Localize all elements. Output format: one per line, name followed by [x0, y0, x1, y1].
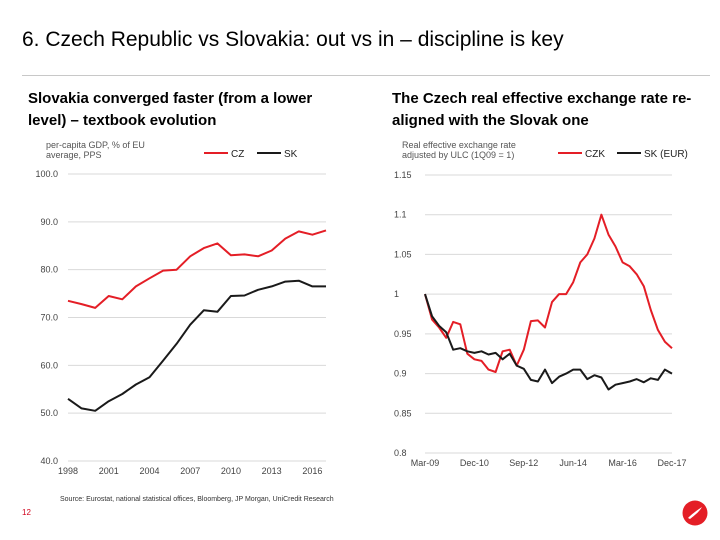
reer-series-czk	[424, 213, 673, 373]
reer-xtick-label: Jun-14	[559, 458, 587, 468]
reer-xtick-label: Dec-17	[657, 458, 686, 468]
left-chart-subtitle: Slovakia converged faster (from a lower …	[28, 90, 313, 129]
reer-ytick-label: 0.8	[394, 448, 407, 458]
gdp-title-line: average, PPS	[46, 150, 102, 160]
gdp-ytick-label: 50.0	[40, 408, 58, 418]
page-number: 12	[22, 508, 31, 517]
reer-ytick-label: 0.85	[394, 408, 412, 418]
gdp-title-line: per-capita GDP, % of EU	[46, 140, 145, 150]
gdp-xtick-label: 2004	[139, 466, 159, 476]
gdp-legend-label: SK	[284, 149, 298, 160]
page-title: 6. Czech Republic vs Slovakia: out vs in…	[22, 28, 564, 51]
gdp-series-sk	[67, 279, 326, 412]
gdp-series-cz	[67, 229, 327, 309]
title-divider	[22, 75, 710, 76]
gdp-xtick-label: 2010	[221, 466, 241, 476]
reer-xtick-label: Dec-10	[460, 458, 489, 468]
gdp-ytick-label: 100.0	[35, 169, 58, 179]
reer-ytick-label: 0.95	[394, 329, 412, 339]
gdp-ytick-label: 70.0	[40, 313, 58, 323]
reer-xtick-label: Sep-12	[509, 458, 538, 468]
gdp-ytick-label: 90.0	[40, 217, 58, 227]
reer-ytick-label: 1.1	[394, 210, 407, 220]
reer-ytick-label: 1.15	[394, 170, 412, 180]
gdp-xtick-label: 1998	[58, 466, 78, 476]
reer-title-line: Real effective exchange rate	[402, 140, 516, 150]
reer-title-line: adjusted by ULC (1Q09 = 1)	[402, 150, 514, 160]
gdp-legend-label: CZ	[231, 149, 244, 160]
gdp-xtick-label: 2001	[99, 466, 119, 476]
reer-ytick-label: 1	[394, 289, 399, 299]
reer-ytick-label: 1.05	[394, 249, 412, 259]
right-chart-subtitle: The Czech real effective exchange rate r…	[392, 90, 692, 129]
reer-legend-label: CZK	[585, 149, 605, 160]
reer-xtick-label: Mar-09	[411, 458, 440, 468]
reer-series-sk-eur	[424, 293, 673, 391]
unicredit-logo-icon	[682, 500, 708, 526]
reer-xtick-label: Mar-16	[608, 458, 637, 468]
reer-ytick-label: 0.9	[394, 369, 407, 379]
gdp-xtick-label: 2013	[262, 466, 282, 476]
gdp-xtick-label: 2016	[302, 466, 322, 476]
reer-legend-label: SK (EUR)	[644, 149, 688, 160]
gdp-ytick-label: 40.0	[40, 456, 58, 466]
gdp-ytick-label: 80.0	[40, 265, 58, 275]
source-note: Source: Eurostat, national statistical o…	[60, 496, 334, 503]
gdp-ytick-label: 60.0	[40, 360, 58, 370]
gdp-xtick-label: 2007	[180, 466, 200, 476]
